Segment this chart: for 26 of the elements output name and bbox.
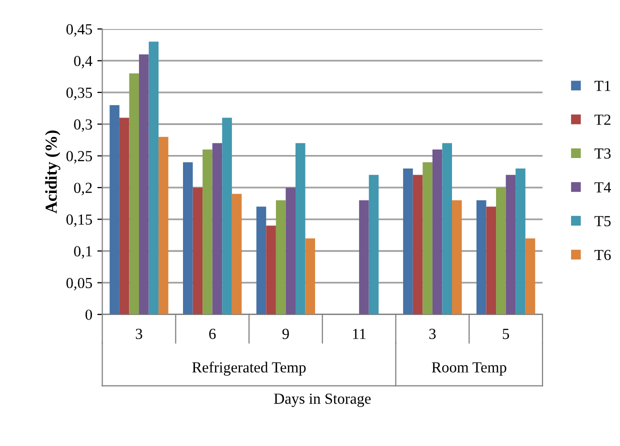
x-tick-label: 3 [429, 328, 436, 340]
y-tick-label: 0,15 [66, 214, 92, 227]
x-axis-title: Days in Storage [274, 394, 371, 407]
legend-label: T5 [594, 216, 611, 226]
x-tick-label: 5 [502, 328, 510, 340]
x-tick-label: 6 [209, 328, 216, 340]
text: Refrigerated Temp [192, 362, 306, 376]
legend-label: T6 [594, 250, 611, 260]
legend-label: T2 [594, 114, 610, 125]
y-axis-title: Acidity (%) [45, 130, 60, 214]
y-tick-label: 0,2 [74, 182, 92, 196]
text: Room Temp [432, 362, 506, 376]
y-tick-label: 0,35 [66, 88, 92, 100]
legend-label: T3 [594, 148, 611, 159]
x-tick-label: 11 [353, 328, 366, 339]
x-tick-label: 9 [282, 328, 289, 340]
legend-label: T4 [594, 182, 611, 192]
x-tick-label: 3 [136, 328, 142, 340]
legend-label: T1 [594, 80, 610, 91]
y-tick-label: 0,3 [74, 119, 92, 132]
y-tick-label: 0 [86, 310, 92, 320]
y-tick-label: 0,45 [66, 24, 92, 37]
y-tick-label: 0,1 [74, 246, 92, 259]
y-tick-label: 0,4 [74, 56, 92, 68]
y-tick-label: 0,05 [66, 278, 92, 290]
y-tick-label: 0,25 [66, 150, 92, 164]
